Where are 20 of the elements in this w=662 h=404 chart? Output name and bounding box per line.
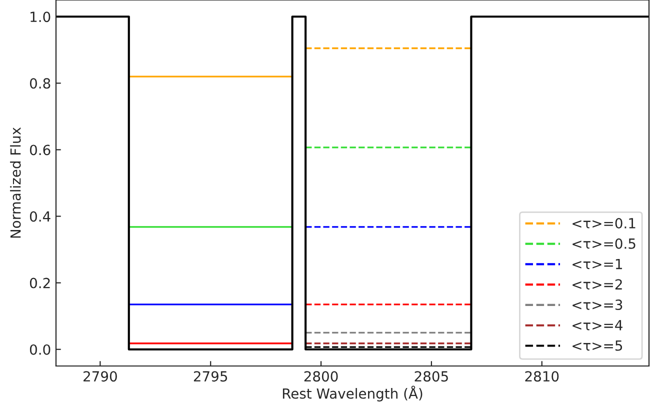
x-tick-label: 2805 xyxy=(414,371,448,382)
legend-label: <τ>=0.1 xyxy=(572,218,636,228)
y-axis-title: Normalized Flux xyxy=(10,127,21,238)
legend-label: <τ>=0.5 xyxy=(572,238,636,249)
y-tick-label: 1.0 xyxy=(30,12,50,22)
legend-label: <τ>=2 xyxy=(572,279,622,290)
x-tick-label: 2810 xyxy=(525,371,559,382)
y-tick-label: 0.4 xyxy=(30,211,50,222)
x-axis-title: Rest Wavelength (Å) xyxy=(282,386,422,402)
legend-label: <τ>=1 xyxy=(572,258,622,270)
y-tick-label: 0.2 xyxy=(30,278,50,288)
y-tick-label: 0.0 xyxy=(30,344,50,355)
x-tick-label: 2800 xyxy=(304,371,338,382)
legend-label: <τ>=5 xyxy=(572,340,622,351)
legend-label: <τ>=3 xyxy=(572,300,622,310)
x-tick-label: 2790 xyxy=(84,371,117,382)
y-tick-label: 0.8 xyxy=(30,78,50,89)
x-tick-label: 2795 xyxy=(194,371,228,382)
y-tick-label: 0.6 xyxy=(30,144,50,156)
legend-label: <τ>=4 xyxy=(572,320,622,330)
